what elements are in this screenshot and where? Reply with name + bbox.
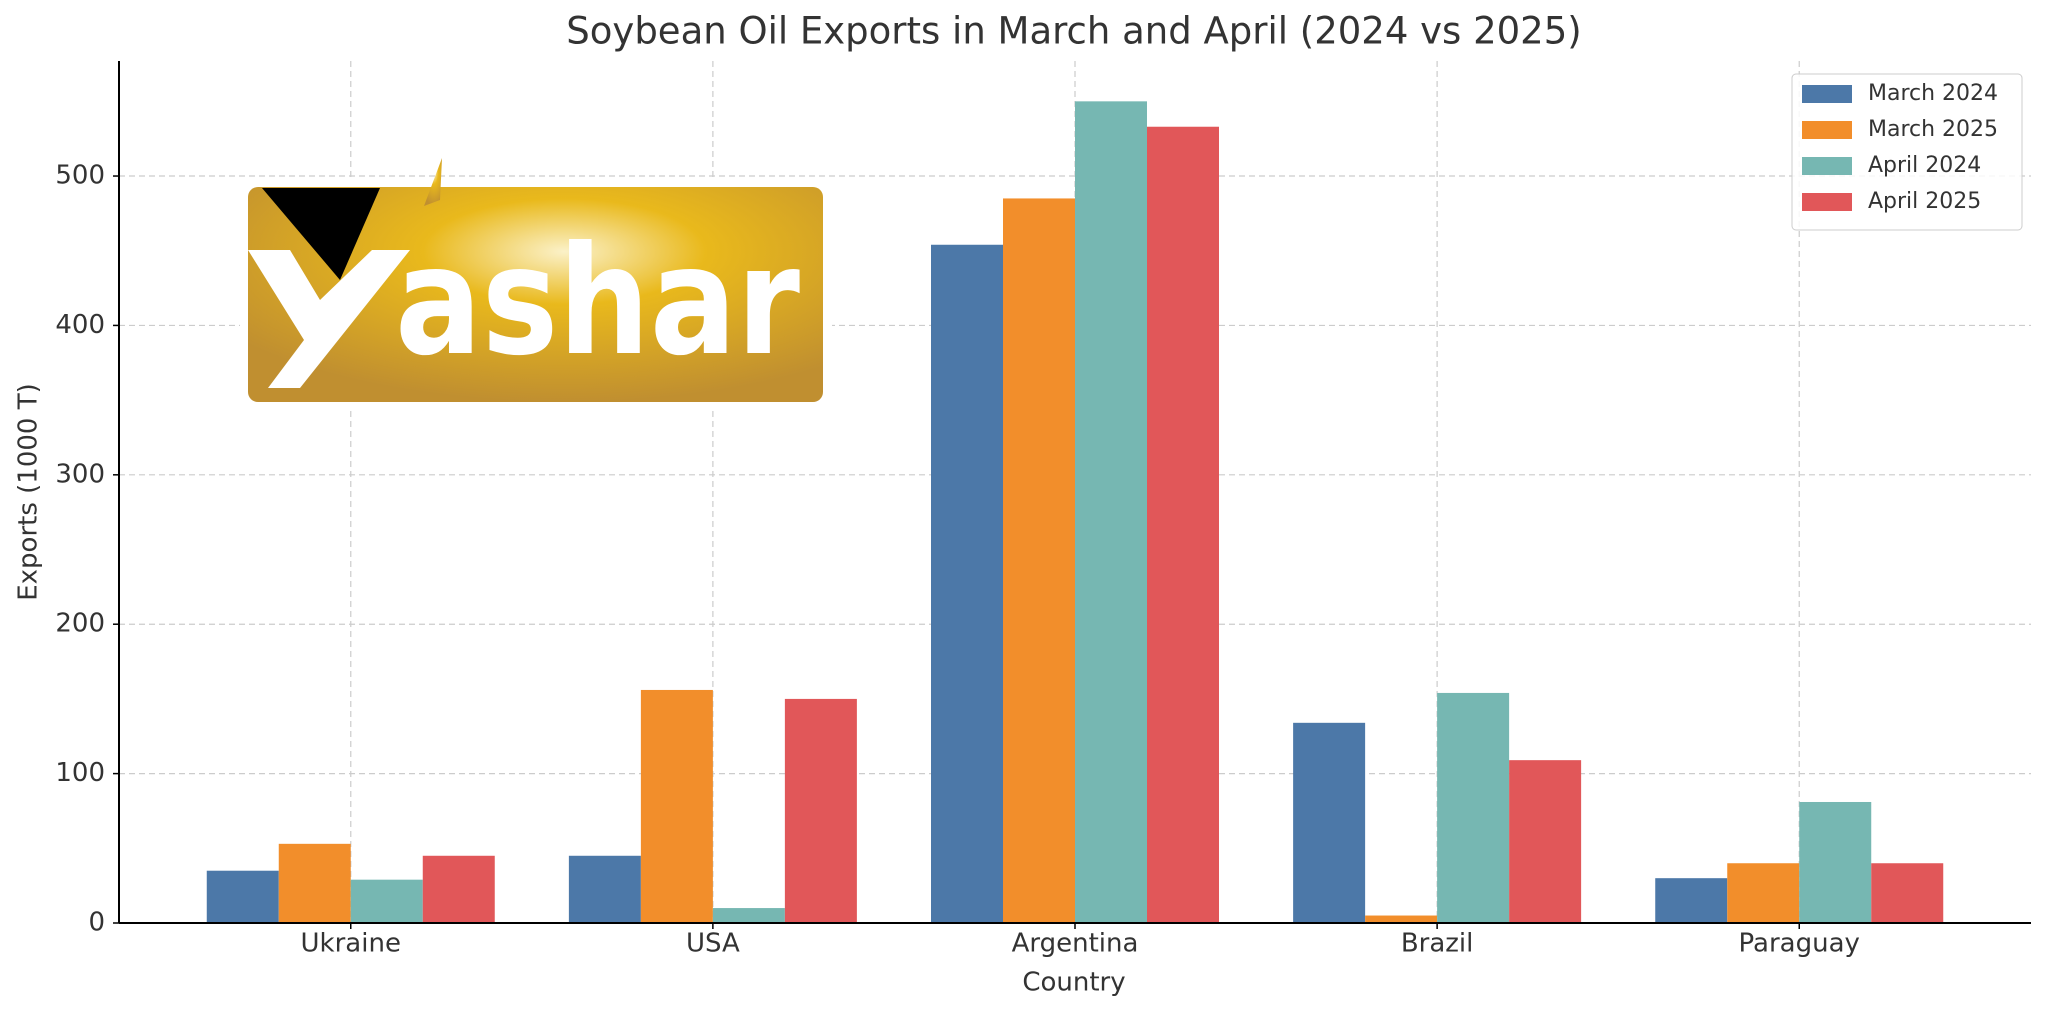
y-tick-label: 500 bbox=[55, 161, 105, 191]
bar bbox=[1003, 198, 1075, 923]
bar bbox=[278, 843, 351, 923]
legend-label: March 2024 bbox=[1868, 81, 1998, 106]
legend-swatch bbox=[1802, 193, 1852, 211]
legend-label: March 2025 bbox=[1868, 117, 1998, 142]
bar bbox=[1147, 126, 1219, 924]
legend-label: April 2024 bbox=[1868, 153, 1981, 178]
bar bbox=[784, 698, 857, 923]
legend-swatch bbox=[1802, 121, 1852, 139]
bar bbox=[1075, 101, 1147, 923]
y-tick-label: 200 bbox=[55, 609, 105, 639]
bar bbox=[568, 855, 641, 923]
bar bbox=[350, 879, 423, 923]
y-axis-label: Exports (1000 T) bbox=[14, 383, 44, 601]
legend-box bbox=[1791, 73, 2023, 231]
bar bbox=[206, 870, 279, 923]
bar bbox=[1293, 722, 1366, 923]
x-tick-label: Brazil bbox=[1401, 929, 1474, 959]
logo-text: ashar bbox=[395, 215, 800, 389]
bar bbox=[1365, 915, 1438, 923]
x-tick-label: Argentina bbox=[1012, 929, 1139, 959]
y-tick-label: 300 bbox=[55, 459, 105, 489]
bar bbox=[1655, 878, 1728, 923]
logo-triangle bbox=[262, 188, 380, 280]
bar bbox=[712, 908, 785, 923]
bar bbox=[1727, 863, 1800, 923]
legend-swatch bbox=[1802, 157, 1852, 175]
x-tick-label: Ukraine bbox=[301, 929, 401, 959]
chart-title: Soybean Oil Exports in March and April (… bbox=[566, 10, 1581, 53]
bar bbox=[422, 855, 495, 923]
logo-plate bbox=[248, 187, 823, 402]
logo-y bbox=[248, 250, 410, 388]
legend-swatch bbox=[1802, 85, 1852, 103]
y-tick-label: 0 bbox=[88, 908, 105, 938]
legend-label: April 2025 bbox=[1868, 189, 1981, 214]
y-tick-label: 100 bbox=[55, 758, 105, 788]
x-tick-label: USA bbox=[686, 929, 740, 959]
bar bbox=[1437, 692, 1510, 923]
x-tick-label: Paraguay bbox=[1739, 929, 1860, 959]
bar bbox=[1509, 760, 1582, 923]
logo-spike bbox=[424, 158, 442, 206]
x-axis-label: Country bbox=[1022, 968, 1125, 998]
axes: 0 100 200 300 400 500 Ukraine USA Argentina Brazi… bbox=[55, 61, 2031, 959]
bar bbox=[1799, 801, 1872, 923]
bar bbox=[1871, 863, 1944, 923]
logo: ashar bbox=[240, 158, 832, 410]
bar bbox=[931, 244, 1003, 923]
bars bbox=[206, 101, 1944, 924]
y-tick-label: 400 bbox=[55, 310, 105, 340]
bar bbox=[640, 689, 713, 923]
